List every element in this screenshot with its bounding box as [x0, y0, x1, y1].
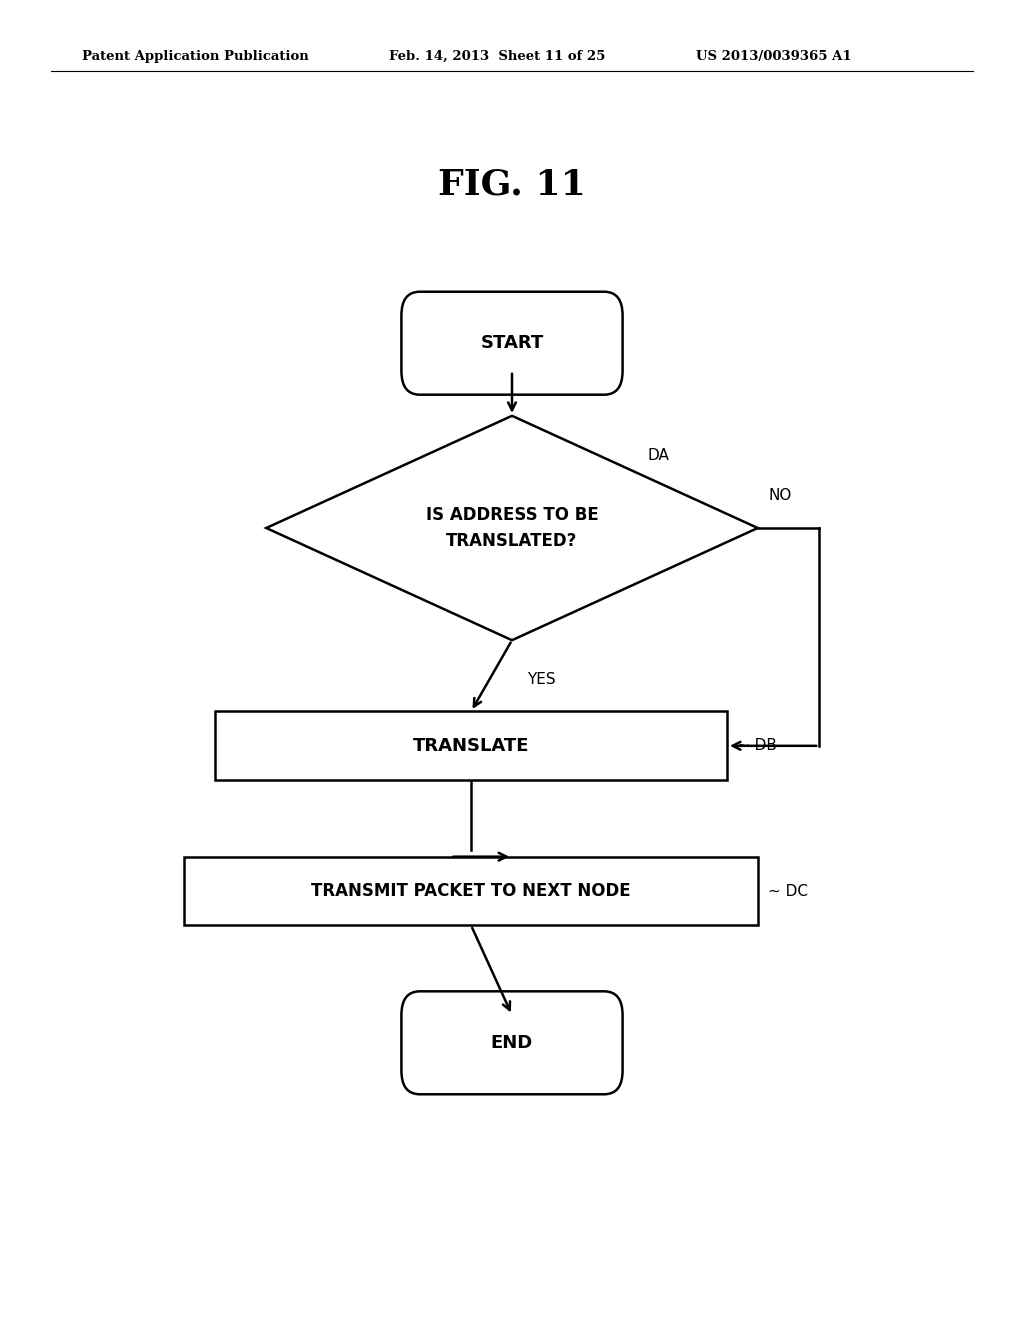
Text: DA: DA — [647, 447, 669, 462]
Text: END: END — [490, 1034, 534, 1052]
Text: ~ DB: ~ DB — [737, 738, 777, 754]
Text: IS ADDRESS TO BE
TRANSLATED?: IS ADDRESS TO BE TRANSLATED? — [426, 507, 598, 549]
Text: NO: NO — [768, 487, 792, 503]
Bar — [184, 857, 758, 925]
Text: YES: YES — [527, 672, 556, 688]
Text: TRANSLATE: TRANSLATE — [413, 737, 529, 755]
Text: Patent Application Publication: Patent Application Publication — [82, 50, 308, 63]
FancyBboxPatch shape — [401, 292, 623, 395]
Text: Feb. 14, 2013  Sheet 11 of 25: Feb. 14, 2013 Sheet 11 of 25 — [389, 50, 605, 63]
Polygon shape — [266, 416, 758, 640]
Bar — [215, 711, 727, 780]
Text: TRANSMIT PACKET TO NEXT NODE: TRANSMIT PACKET TO NEXT NODE — [311, 882, 631, 900]
Text: ~ DC: ~ DC — [768, 883, 808, 899]
Text: START: START — [480, 334, 544, 352]
FancyBboxPatch shape — [401, 991, 623, 1094]
Text: US 2013/0039365 A1: US 2013/0039365 A1 — [696, 50, 852, 63]
Text: FIG. 11: FIG. 11 — [438, 168, 586, 202]
